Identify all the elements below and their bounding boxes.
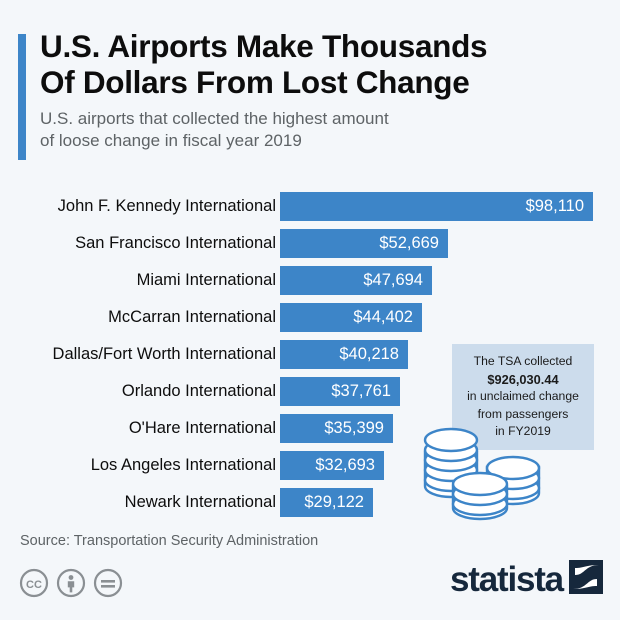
chart-row: San Francisco International $52,669 — [0, 225, 620, 262]
bar[interactable]: $44,402 — [280, 303, 422, 332]
bar-value-label: $44,402 — [353, 308, 413, 326]
callout-line-5: in FY2019 — [495, 424, 551, 438]
bar[interactable]: $29,122 — [280, 488, 373, 517]
cc-nd-equals-icon[interactable] — [93, 568, 123, 603]
accent-bar — [18, 34, 26, 160]
bar-value-label: $98,110 — [525, 197, 584, 215]
bar-value-label: $52,669 — [379, 234, 439, 252]
chart-row: Los Angeles International $32,693 — [0, 447, 620, 484]
bar-container: $37,761 — [280, 377, 400, 406]
bar-value-label: $40,218 — [339, 345, 399, 363]
bar-chart: John F. Kennedy International $98,110 San … — [0, 188, 620, 517]
bar[interactable]: $47,694 — [280, 266, 432, 295]
callout-box: The TSA collected $926,030.44 in unclaim… — [452, 344, 594, 450]
coin-stacks-illustration — [415, 412, 595, 524]
bar-category-label: Orlando International — [121, 382, 276, 400]
chart-row: Newark International $29,122 — [0, 484, 620, 521]
bar-container: $98,110 — [280, 192, 593, 221]
svg-text:CC: CC — [26, 579, 42, 591]
bar[interactable]: $52,669 — [280, 229, 448, 258]
callout-amount: $926,030.44 — [487, 371, 559, 387]
bar-value-label: $37,761 — [331, 382, 391, 400]
chart-row: Miami International $47,694 — [0, 262, 620, 299]
bar-container: $35,399 — [280, 414, 393, 443]
header-text: U.S. Airports Make Thousands Of Dollars … — [40, 28, 600, 151]
bar-category-label: John F. Kennedy International — [57, 197, 276, 215]
bar-container: $40,218 — [280, 340, 408, 369]
bar-category-label: Dallas/Fort Worth International — [52, 345, 276, 363]
bar-category-label: McCarran International — [108, 308, 276, 326]
bar-category-label: San Francisco International — [75, 234, 276, 252]
callout-line-4: from passengers — [477, 406, 569, 421]
statista-logo[interactable]: statista — [450, 560, 603, 599]
bar-category-label: O'Hare International — [128, 419, 276, 437]
bar[interactable]: $32,693 — [280, 451, 384, 480]
bar-container: $47,694 — [280, 266, 432, 295]
license-icons: CC — [19, 568, 123, 603]
chart-row: O'Hare International $35,399 — [0, 410, 620, 447]
callout-line-3: in unclaimed change — [467, 389, 579, 403]
bar-container: $44,402 — [280, 303, 422, 332]
bar[interactable]: $40,218 — [280, 340, 408, 369]
header: U.S. Airports Make Thousands Of Dollars … — [18, 28, 602, 162]
bar[interactable]: $35,399 — [280, 414, 393, 443]
cc-icon[interactable]: CC — [19, 568, 49, 603]
bar-value-label: $35,399 — [324, 419, 384, 437]
cc-by-person-icon[interactable] — [56, 568, 86, 603]
chart-row: Orlando International $37,761 — [0, 373, 620, 410]
bar-category-label: Newark International — [124, 493, 276, 511]
bar-value-label: $32,693 — [315, 456, 375, 474]
bar-container: $52,669 — [280, 229, 448, 258]
chart-row: McCarran International $44,402 — [0, 299, 620, 336]
bar-value-label: $29,122 — [304, 493, 364, 511]
bar-category-label: Los Angeles International — [90, 456, 276, 474]
page-title: U.S. Airports Make Thousands Of Dollars … — [40, 28, 488, 100]
statista-logo-text: statista — [450, 560, 564, 599]
callout-line-1: The TSA collected — [473, 354, 573, 368]
chart-row: John F. Kennedy International $98,110 — [0, 188, 620, 225]
bar-container: $32,693 — [280, 451, 384, 480]
bar-category-label: Miami International — [136, 271, 276, 289]
bar-container: $29,122 — [280, 488, 373, 517]
bar[interactable]: $37,761 — [280, 377, 400, 406]
bar[interactable]: $98,110 — [280, 192, 593, 221]
page-subtitle: U.S. airports that collected the highest… — [40, 109, 389, 150]
bar-value-label: $47,694 — [363, 271, 423, 289]
chart-row: Dallas/Fort Worth International $40,218 — [0, 336, 620, 373]
statista-swoosh-icon — [568, 560, 603, 599]
source-text: Source: Transportation Security Administ… — [20, 533, 319, 549]
